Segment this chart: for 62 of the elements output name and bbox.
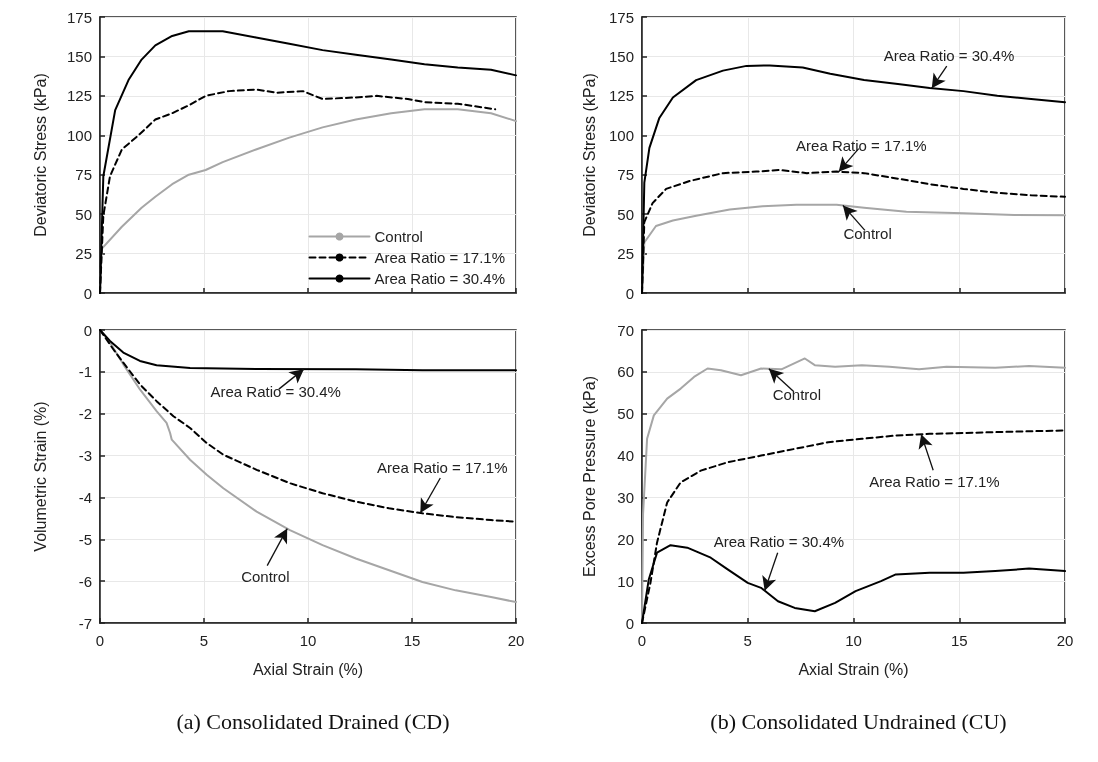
y-tick-label: 125: [66, 87, 92, 105]
y-tick-label: 100: [608, 126, 634, 144]
y-axis-title: Deviatoric Stress (kPa): [580, 73, 598, 237]
y-tick-label: 175: [608, 8, 634, 26]
text: Area Ratio = 17.1%: [869, 473, 1000, 491]
x-tick-label: 0: [637, 632, 647, 649]
series-label: Area Ratio = 30.4%: [713, 532, 845, 550]
x-axis-title: Axial Strain (%): [798, 660, 909, 678]
series-label: Control: [843, 224, 892, 242]
y-tick-label: 150: [608, 47, 634, 65]
x-tick-label: 0: [95, 632, 105, 649]
series-label: Area Ratio = 30.4%: [883, 46, 1015, 64]
y-tick-label: 75: [75, 166, 92, 184]
series-label: Area Ratio = 30.4%: [210, 383, 341, 401]
y-axis-title: Volumetric Strain (%): [31, 401, 49, 552]
legend-label: Control: [374, 228, 423, 245]
y-tick-label: 50: [617, 205, 634, 223]
legend-label: Area Ratio = 17.1%: [374, 249, 505, 266]
y-tick-label: -1: [78, 363, 92, 381]
series-label: Area Ratio = 17.1%: [377, 458, 508, 476]
y-tick-label: 175: [66, 8, 92, 26]
y-axis-title: Excess Pore Pressure (kPa): [580, 376, 598, 577]
y-tick-label: -6: [78, 572, 92, 590]
x-tick-label: 20: [507, 632, 525, 649]
x-tick-label: 10: [299, 632, 317, 649]
y-tick-label: 25: [617, 245, 634, 263]
y-tick-label: 25: [75, 245, 92, 263]
legend-label: Area Ratio = 30.4%: [374, 270, 505, 287]
y-tick-label: 50: [75, 205, 92, 223]
y-tick-label: 70: [617, 321, 634, 339]
x-tick-label: 5: [199, 632, 209, 649]
y-tick-label: -2: [78, 405, 92, 423]
y-tick-label: 0: [83, 321, 92, 339]
y-tick-label: 0: [625, 284, 634, 302]
text: (a) Consolidated Drained (CD): [176, 708, 450, 734]
x-tick-label: 10: [845, 632, 862, 649]
y-tick-label: 20: [617, 530, 634, 548]
y-tick-label: 50: [617, 405, 634, 423]
x-tick-label: 20: [1056, 632, 1074, 649]
y-tick-label: -7: [78, 614, 92, 632]
y-tick-label: 0: [625, 614, 634, 632]
y-tick-label: 125: [608, 87, 634, 105]
text: (b) Consolidated Undrained (CU): [710, 708, 1007, 734]
x-axis-title: Axial Strain (%): [252, 660, 364, 678]
y-tick-label: -3: [78, 447, 92, 465]
y-tick-label: 10: [617, 572, 634, 590]
y-tick-label: 40: [617, 447, 634, 465]
y-tick-label: 150: [66, 47, 92, 65]
y-tick-label: 30: [617, 488, 634, 506]
x-tick-label: 15: [950, 632, 968, 649]
y-tick-label: -5: [78, 530, 92, 548]
y-tick-label: 60: [617, 363, 634, 381]
y-axis-title: Deviatoric Stress (kPa): [31, 73, 49, 237]
y-tick-label: 100: [66, 126, 92, 144]
text: Control: [241, 568, 290, 586]
y-tick-label: -4: [78, 488, 92, 506]
series-label: Area Ratio = 17.1%: [796, 137, 927, 155]
series-label: Control: [772, 386, 822, 404]
y-tick-label: 0: [83, 284, 92, 302]
x-tick-label: 15: [403, 632, 421, 649]
y-tick-label: 75: [617, 166, 634, 184]
x-tick-label: 5: [743, 632, 752, 649]
